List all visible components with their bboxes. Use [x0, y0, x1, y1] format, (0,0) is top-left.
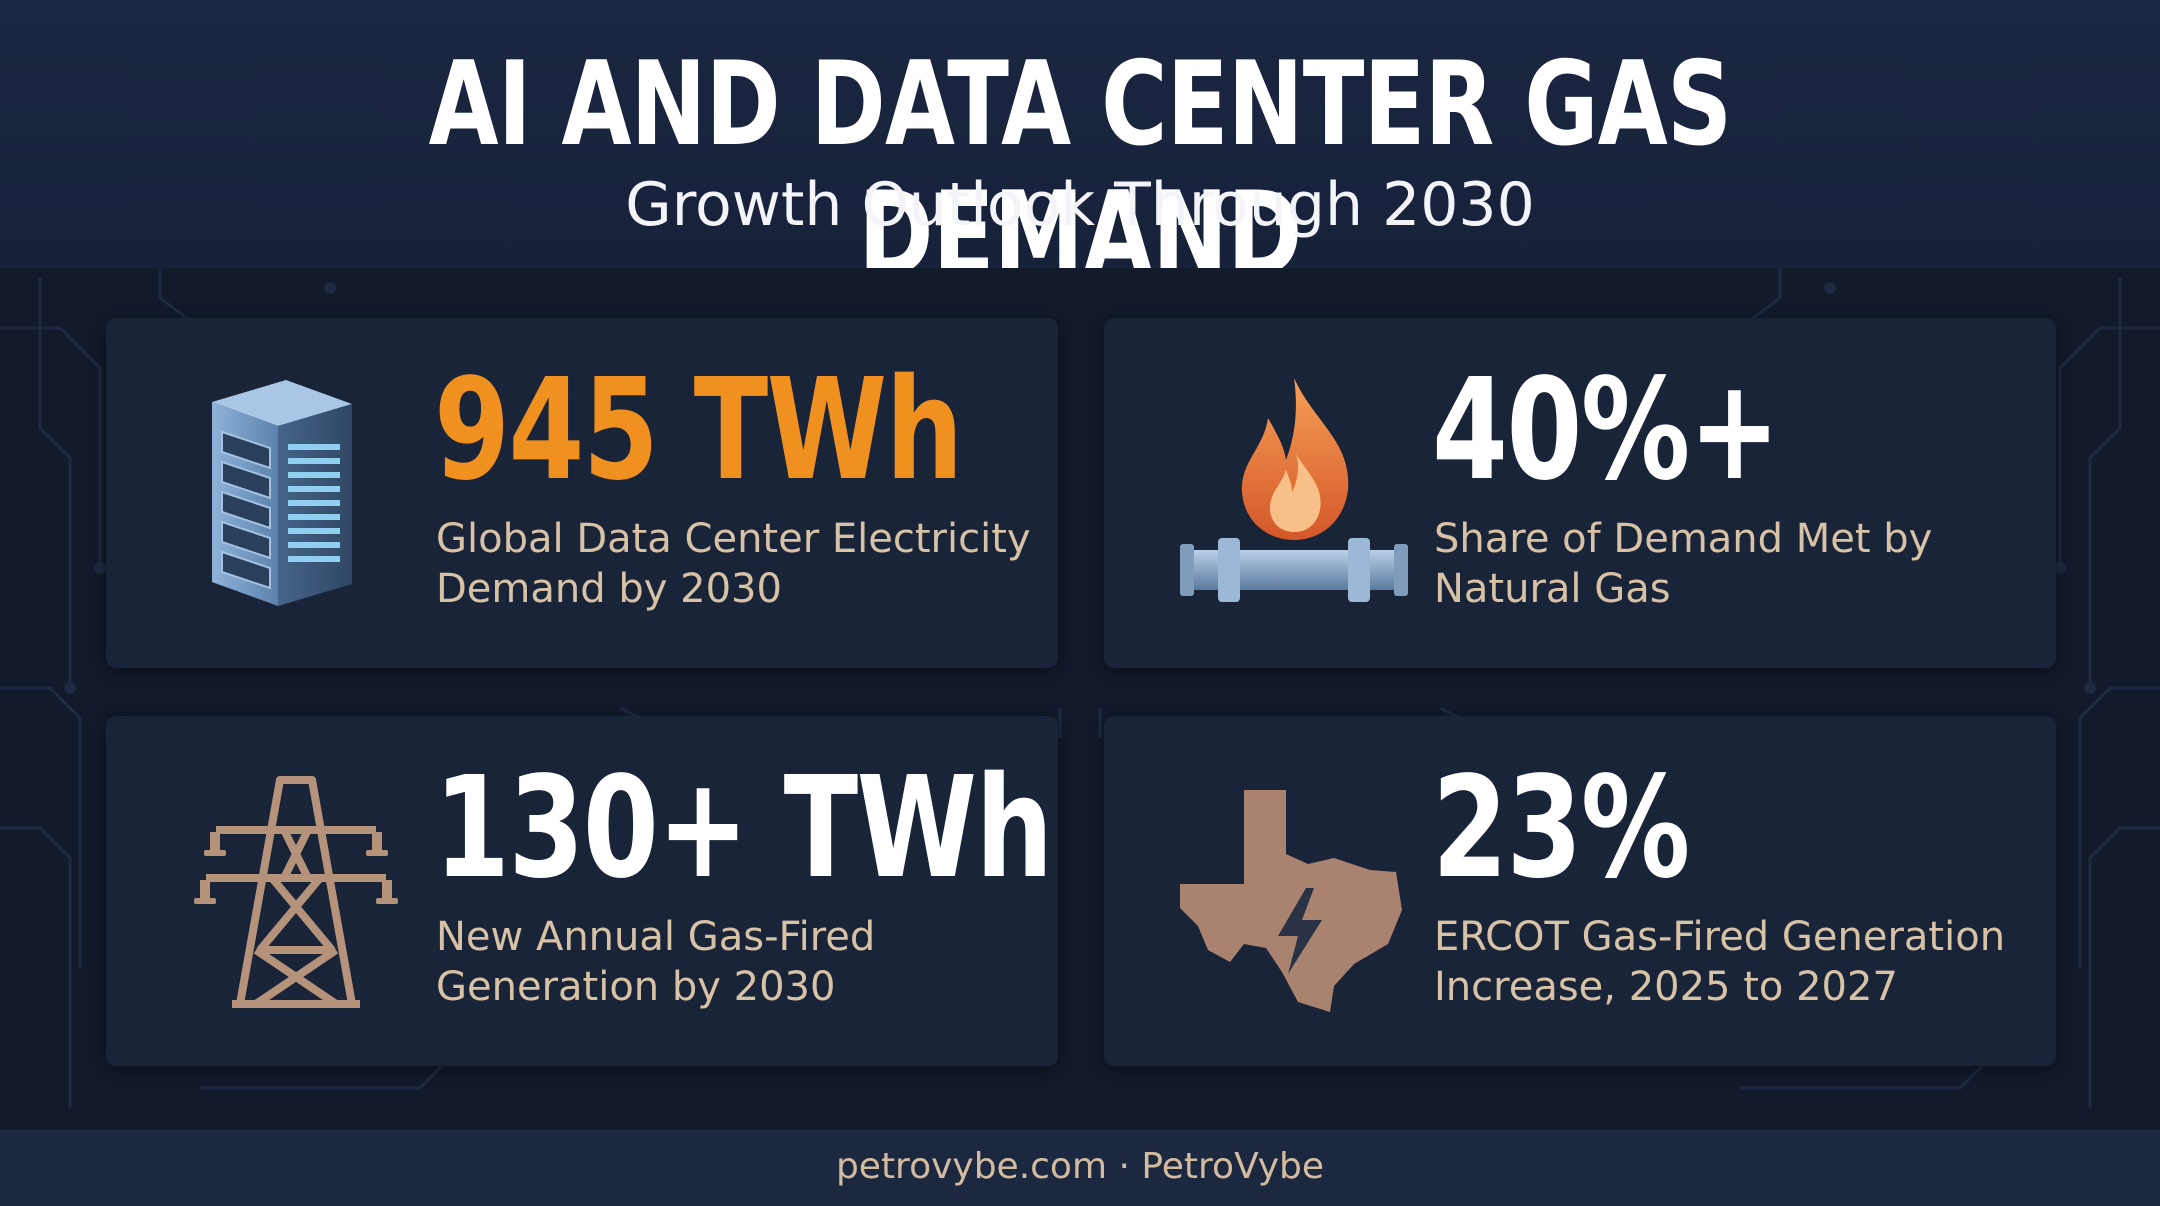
stat-card-data-center-demand: 945 TWh Global Data Center Electricity D…: [106, 318, 1058, 668]
page-subtitle: Growth Outlook Through 2030: [625, 170, 1535, 240]
header-band: AI AND DATA CENTER GAS DEMAND Growth Out…: [0, 0, 2160, 300]
stat-label: Share of Demand Met by Natural Gas: [1434, 516, 1933, 612]
stat-label: New Annual Gas-Fired Generation by 2030: [436, 914, 876, 1010]
footer-credit: petrovybe.com · PetroVybe: [835, 1146, 1325, 1187]
server-rack-icon: [212, 380, 352, 606]
footer-band: petrovybe.com · PetroVybe: [0, 1130, 2160, 1206]
stat-value: 40%+: [1432, 349, 1780, 512]
stat-value: 23%: [1432, 747, 1690, 910]
stat-label: Global Data Center Electricity Demand by…: [436, 516, 1031, 612]
stat-label: ERCOT Gas-Fired Generation Increase, 202…: [1434, 914, 2006, 1010]
stat-card-ercot-increase: 23% ERCOT Gas-Fired Generation Increase,…: [1104, 716, 2056, 1066]
stat-card-gas-fired-generation: 130+ TWh New Annual Gas-Fired Generation…: [106, 716, 1058, 1066]
transmission-tower-icon: [194, 776, 398, 1008]
page-title: AI AND DATA CENTER GAS DEMAND: [428, 37, 1733, 302]
stat-value: 130+ TWh: [434, 747, 1053, 910]
stat-value: 945 TWh: [434, 349, 963, 512]
gas-flame-pipeline-icon: [1180, 378, 1408, 602]
texas-lightning-icon: [1180, 790, 1402, 1012]
stat-card-natural-gas-share: 40%+ Share of Demand Met by Natural Gas: [1104, 318, 2056, 668]
